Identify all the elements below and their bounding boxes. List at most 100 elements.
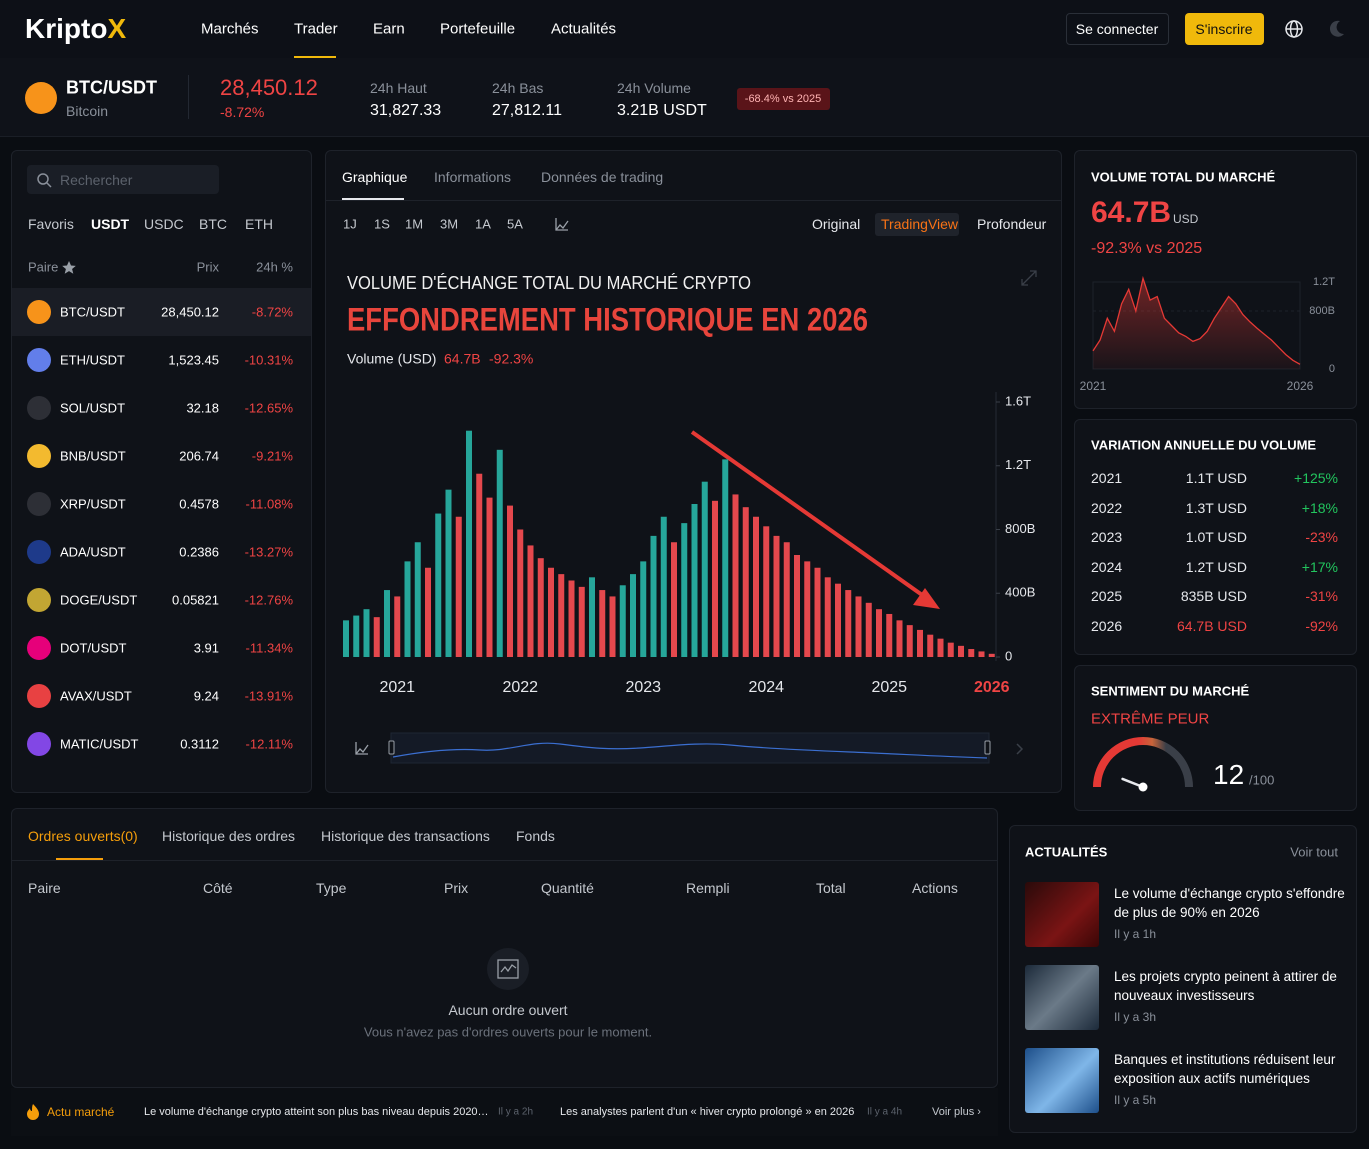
logo-part: Kripto: [25, 13, 108, 44]
chart-tab[interactable]: Informations: [434, 169, 512, 185]
year-cell: 2023: [1091, 529, 1123, 546]
widget-title: SENTIMENT DU MARCHÉ: [1091, 683, 1250, 699]
orders-header: Rempli: [686, 880, 730, 896]
search-box[interactable]: [27, 165, 219, 194]
nav-link[interactable]: Earn: [373, 20, 405, 38]
range-button[interactable]: 1A: [475, 216, 491, 232]
change-cell: -12.65%: [244, 400, 293, 416]
pair-cell[interactable]: BNB/USDT: [60, 448, 126, 464]
orders-tab[interactable]: Fonds: [516, 828, 555, 844]
volume-cell: 1.2T USD: [1185, 558, 1247, 575]
nav-link[interactable]: Portefeuille: [440, 20, 516, 38]
pair-cell[interactable]: DOT/USDT: [60, 640, 127, 656]
price-cell: 0.4578: [179, 496, 219, 512]
view-button[interactable]: Profondeur: [977, 216, 1047, 232]
tab-underline: [342, 198, 404, 200]
price-cell: 0.2386: [179, 544, 219, 560]
market-tab[interactable]: USDC: [144, 216, 184, 232]
orders-header: Prix: [444, 880, 469, 896]
change-cell: +17%: [1301, 558, 1338, 575]
change-cell: -11.34%: [245, 640, 293, 656]
market-tab[interactable]: USDT: [91, 216, 130, 232]
signup-button[interactable]: [1185, 13, 1264, 45]
logo-part: X: [107, 13, 127, 44]
change-cell: -8.72%: [251, 304, 293, 320]
tab-border: [326, 200, 1061, 201]
year-cell: 2026: [1091, 618, 1123, 634]
market-tab[interactable]: ETH: [245, 216, 273, 232]
pair-cell[interactable]: DOGE/USDT: [60, 592, 138, 608]
change-cell: -10.31%: [244, 352, 293, 368]
news-title[interactable]: Les projets crypto peinent à attirer de …: [1114, 969, 1337, 1003]
stat-value: 31,827.33: [370, 102, 442, 119]
orders-header: Côté: [203, 880, 233, 896]
pair-cell[interactable]: ADA/USDT: [60, 544, 126, 560]
login-label[interactable]: Se connecter: [1075, 21, 1159, 37]
news-title[interactable]: Banques et institutions réduisent leur e…: [1114, 1052, 1336, 1086]
view-button[interactable]: TradingView: [881, 216, 959, 232]
pair-cell[interactable]: MATIC/USDT: [60, 736, 139, 752]
signup-label[interactable]: S'inscrire: [1195, 21, 1253, 37]
markets-panel: [11, 150, 312, 793]
chart-tab[interactable]: Données de trading: [541, 169, 664, 185]
btc-icon: [25, 82, 57, 114]
market-tab[interactable]: BTC: [199, 216, 227, 232]
orders-header: Type: [316, 880, 347, 896]
range-button[interactable]: 3M: [440, 216, 459, 232]
search-placeholder: Rechercher: [60, 172, 133, 188]
volume-cell: 64.7B USD: [1176, 618, 1247, 634]
coin-icon: [27, 588, 51, 612]
market-tab[interactable]: Favoris: [28, 216, 74, 232]
empty-title: Aucun ordre ouvert: [448, 1002, 568, 1018]
orders-tab[interactable]: Historique des transactions: [321, 828, 490, 844]
stat-label: 24h Haut: [370, 80, 427, 96]
volume-cell: 1.0T USD: [1185, 529, 1247, 546]
change-cell: -92%: [1305, 618, 1338, 634]
range-button[interactable]: 1J: [343, 216, 357, 232]
see-all[interactable]: Voir tout: [1290, 844, 1338, 860]
stat-label: 24h Volume: [617, 80, 691, 96]
orders-tab[interactable]: Ordres ouverts(0): [28, 828, 138, 844]
ticker-more[interactable]: Voir plus ›: [932, 1106, 981, 1118]
nav-link[interactable]: Marchés: [201, 20, 259, 38]
pair-cell[interactable]: SOL/USDT: [60, 400, 126, 416]
pair-cell[interactable]: ETH/USDT: [60, 352, 125, 368]
range-button[interactable]: 5A: [507, 216, 523, 232]
orders-underline: [56, 858, 103, 860]
orders-panel: [11, 808, 998, 1088]
range-button[interactable]: 1M: [405, 216, 424, 232]
change-cell: -9.21%: [251, 448, 293, 464]
chart-tab[interactable]: Graphique: [342, 169, 408, 185]
orders-tab[interactable]: Historique des ordres: [162, 828, 296, 844]
news-thumb[interactable]: [1025, 882, 1099, 947]
pair-cell[interactable]: AVAX/USDT: [60, 688, 132, 704]
nav-link[interactable]: Trader: [294, 20, 338, 38]
view-button[interactable]: Original: [812, 216, 861, 232]
volume-unit: USD: [1173, 212, 1199, 226]
news-thumb[interactable]: [1025, 965, 1099, 1030]
ticker-time: Il y a 4h: [867, 1106, 903, 1118]
orders-header: Total: [816, 880, 846, 896]
stat-value: 27,812.11: [492, 102, 562, 119]
news-thumb[interactable]: [1025, 1048, 1099, 1113]
price-cell: 0.3112: [180, 736, 219, 752]
pair-cell[interactable]: XRP/USDT: [60, 496, 126, 512]
col-header: Paire: [28, 259, 59, 275]
ticker-item[interactable]: Les analystes parlent d'un « hiver crypt…: [560, 1106, 855, 1118]
login-button[interactable]: [1066, 13, 1169, 45]
coin-icon: [27, 540, 51, 564]
chart-panel: [325, 150, 1062, 793]
change-cell: -13.91%: [244, 688, 293, 704]
ticker-item[interactable]: Le volume d'échange crypto atteint son p…: [144, 1106, 489, 1118]
news-time: Il y a 3h: [1114, 1010, 1157, 1024]
nav-link[interactable]: Actualités: [551, 20, 617, 38]
logo[interactable]: KriptoX: [25, 13, 126, 45]
news-title[interactable]: Le volume d'échange crypto s'effondre de…: [1114, 886, 1345, 920]
col-header: Prix: [196, 259, 219, 275]
pair-cell[interactable]: BTC/USDT: [60, 304, 125, 320]
pair-name: Bitcoin: [66, 103, 109, 119]
range-button[interactable]: 1S: [374, 216, 390, 232]
volume-change: -92.3% vs 2025: [1091, 240, 1203, 257]
ticker-bar: [0, 58, 1369, 137]
